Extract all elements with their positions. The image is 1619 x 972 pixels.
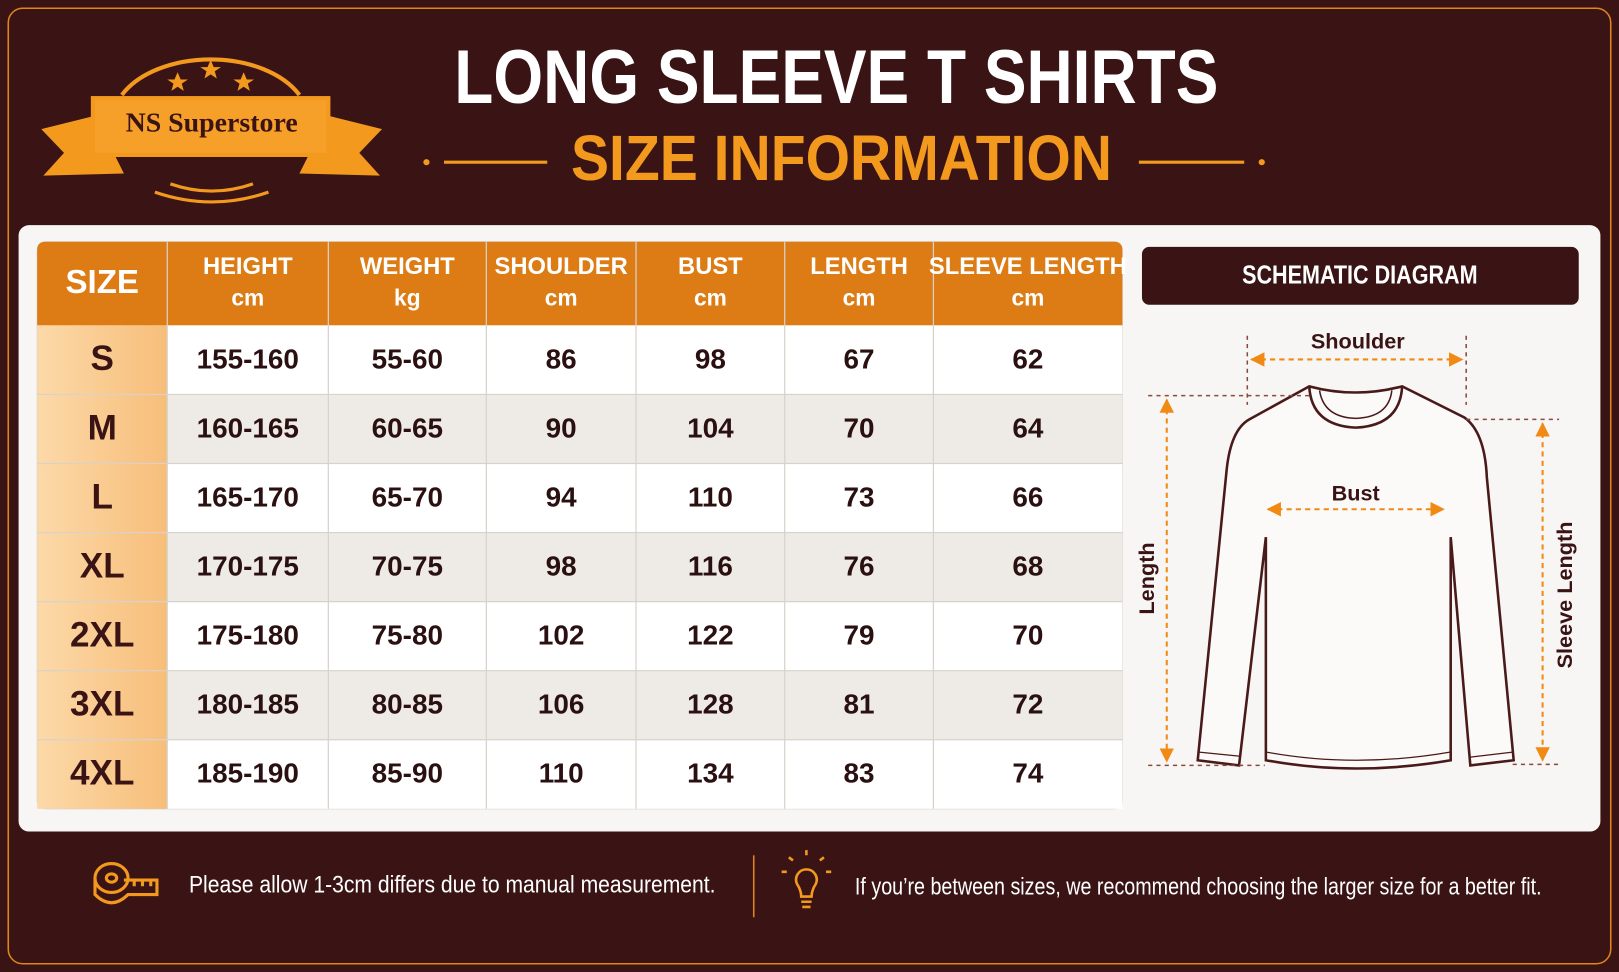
cell: 90 — [546, 412, 577, 443]
cell: 66 — [1012, 481, 1043, 512]
subtitle-ornament — [423, 159, 1265, 166]
cell: 102 — [538, 620, 585, 651]
cell: 70-75 — [372, 550, 443, 581]
brand: NS Superstore — [126, 107, 298, 138]
cell: 98 — [695, 343, 726, 374]
column-label: BUST — [678, 253, 743, 280]
size-cell-bg — [37, 325, 168, 395]
cell: 128 — [687, 689, 734, 720]
tip: If you’re between sizes, we recommend ch… — [855, 874, 1542, 901]
size-label: M — [88, 408, 117, 447]
size-cell-bg — [37, 670, 168, 740]
cell: 106 — [538, 689, 585, 720]
cell: 79 — [844, 620, 875, 651]
cell: 83 — [844, 758, 875, 789]
column-unit: kg — [394, 285, 421, 311]
label-bust: Bust — [1332, 481, 1380, 506]
cell: 155-160 — [197, 343, 299, 374]
size-cell-bg — [37, 532, 168, 602]
bulb-icon — [781, 850, 832, 909]
cell: 104 — [687, 412, 734, 443]
cell: 160-165 — [197, 412, 299, 443]
cell: 180-185 — [197, 689, 299, 720]
diagram-title-box — [1141, 246, 1579, 305]
cell: 134 — [687, 758, 734, 789]
row-bg — [167, 739, 1123, 809]
cell: 62 — [1012, 343, 1043, 374]
row-bg — [167, 394, 1123, 464]
size-cell-bg — [37, 463, 168, 533]
size-cell-bg — [37, 601, 168, 671]
cell: 81 — [844, 689, 875, 720]
tape-icon — [93, 861, 159, 905]
cell: 116 — [688, 550, 733, 581]
cell: 75-80 — [372, 620, 443, 651]
cell: 73 — [844, 481, 875, 512]
header-bg — [37, 241, 1123, 326]
label-length: Length — [1134, 542, 1159, 614]
row-bg — [167, 601, 1123, 671]
size-label: L — [91, 477, 112, 516]
column-unit: cm — [231, 285, 264, 311]
measure-lines — [1148, 335, 1560, 767]
cell: 72 — [1012, 689, 1043, 720]
column-label: SIZE — [66, 264, 139, 301]
cell: 68 — [1012, 550, 1043, 581]
note: Please allow 1-3cm differs due to manual… — [189, 872, 716, 899]
cell: 70 — [1012, 620, 1043, 651]
column-label: HEIGHT — [203, 253, 293, 280]
size-label: 4XL — [70, 754, 134, 793]
cell: 94 — [546, 481, 577, 512]
cell: 185-190 — [197, 758, 299, 789]
cell: 86 — [546, 343, 577, 374]
cell: 110 — [688, 481, 733, 512]
title: LONG SLEEVE T SHIRTS — [454, 35, 1218, 120]
column-unit: cm — [1011, 285, 1044, 311]
size-cell-bg — [37, 739, 168, 809]
row-bg — [167, 532, 1123, 602]
column-label: SLEEVE LENGTH — [929, 253, 1127, 280]
label-sleeve-length: Sleeve Length — [1552, 521, 1577, 668]
cell: 165-170 — [197, 481, 299, 512]
column-label: LENGTH — [810, 253, 908, 280]
subtitle: SIZE INFORMATION — [571, 122, 1112, 194]
cell: 170-175 — [197, 550, 299, 581]
row-bg — [167, 463, 1123, 533]
cell: 175-180 — [197, 620, 299, 651]
column-unit: cm — [545, 285, 578, 311]
column-label: SHOULDER — [495, 253, 628, 280]
column-unit: cm — [843, 285, 876, 311]
diagram-title: SCHEMATIC DIAGRAM — [1242, 262, 1477, 290]
shirt — [1196, 384, 1516, 770]
cell: 64 — [1012, 412, 1043, 443]
size-label: XL — [80, 546, 125, 585]
cell: 122 — [687, 620, 734, 651]
cell: 55-60 — [372, 343, 443, 374]
cell: 85-90 — [372, 758, 443, 789]
cell: 74 — [1012, 758, 1043, 789]
row-bg — [167, 325, 1123, 395]
size-cell-bg — [37, 394, 168, 464]
size-label: 3XL — [70, 685, 134, 724]
column-unit: cm — [694, 285, 727, 311]
row-bg — [167, 670, 1123, 740]
column-label: WEIGHT — [360, 253, 455, 280]
cell: 76 — [844, 550, 875, 581]
logo — [41, 57, 383, 204]
cell: 80-85 — [372, 689, 443, 720]
size-label: 2XL — [70, 615, 134, 654]
size-table: SIZE HEIGHT cm WEIGHT kg SHOULDER cm BUST cm LENG… — [36, 241, 1127, 810]
border — [7, 7, 1612, 965]
cell: 60-65 — [372, 412, 443, 443]
cell: 67 — [844, 343, 875, 374]
cell: 110 — [539, 758, 584, 789]
cell: 70 — [844, 412, 875, 443]
label-shoulder: Shoulder — [1311, 329, 1405, 354]
cell: 65-70 — [372, 481, 443, 512]
measure-arrows — [1159, 352, 1550, 763]
cell: 98 — [546, 550, 577, 581]
size-label: S — [91, 339, 114, 378]
